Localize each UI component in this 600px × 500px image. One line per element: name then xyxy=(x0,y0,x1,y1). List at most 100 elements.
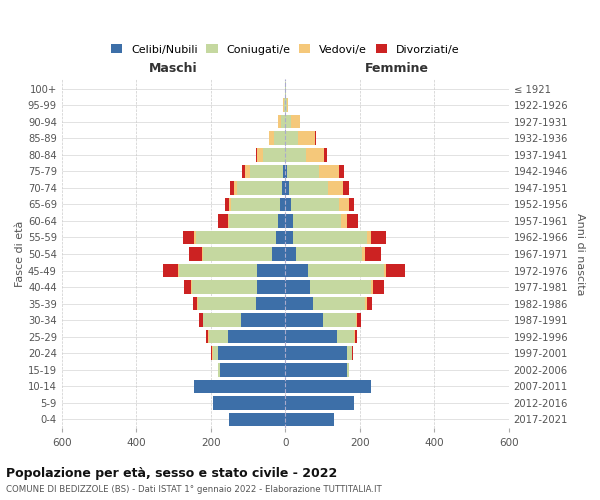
Bar xyxy=(365,297,367,310)
Bar xyxy=(323,314,356,327)
Bar xyxy=(287,164,319,178)
Bar xyxy=(208,330,209,344)
Bar xyxy=(386,264,404,278)
Text: COMUNE DI BEDIZZOLE (BS) - Dati ISTAT 1° gennaio 2022 - Elaborazione TUTTITALIA.: COMUNE DI BEDIZZOLE (BS) - Dati ISTAT 1°… xyxy=(6,486,382,494)
Bar xyxy=(347,214,358,228)
Bar xyxy=(178,264,179,278)
Bar xyxy=(212,346,218,360)
Bar xyxy=(354,330,355,344)
Bar xyxy=(286,280,310,294)
Bar xyxy=(373,280,384,294)
Bar xyxy=(384,264,386,278)
Bar xyxy=(357,314,361,327)
Bar xyxy=(286,396,354,409)
Bar xyxy=(286,164,287,178)
Bar xyxy=(343,181,349,194)
Bar xyxy=(286,98,287,112)
Bar xyxy=(315,132,316,145)
Bar xyxy=(296,247,362,261)
Bar xyxy=(289,181,328,194)
Bar xyxy=(179,264,257,278)
Bar xyxy=(229,214,278,228)
Bar xyxy=(192,280,257,294)
Bar xyxy=(308,264,384,278)
Bar xyxy=(237,181,281,194)
Bar xyxy=(291,115,300,128)
Bar xyxy=(183,230,194,244)
Bar xyxy=(211,346,212,360)
Bar xyxy=(257,264,286,278)
Bar xyxy=(286,230,293,244)
Bar xyxy=(196,230,276,244)
Bar xyxy=(230,181,234,194)
Bar xyxy=(199,314,203,327)
Bar xyxy=(310,280,371,294)
Bar xyxy=(234,181,237,194)
Bar xyxy=(340,164,344,178)
Bar xyxy=(203,314,241,327)
Bar xyxy=(269,132,274,145)
Bar xyxy=(356,314,357,327)
Bar xyxy=(257,148,263,162)
Bar xyxy=(365,247,382,261)
Bar xyxy=(191,280,192,294)
Bar xyxy=(286,264,308,278)
Bar xyxy=(256,297,286,310)
Bar xyxy=(286,148,306,162)
Bar xyxy=(283,98,284,112)
Bar xyxy=(274,132,286,145)
Bar xyxy=(197,297,198,310)
Bar xyxy=(198,297,256,310)
Bar xyxy=(163,264,178,278)
Bar xyxy=(278,115,281,128)
Bar xyxy=(278,214,286,228)
Legend: Celibi/Nubili, Coniugati/e, Vedovi/e, Divorziati/e: Celibi/Nubili, Coniugati/e, Vedovi/e, Di… xyxy=(106,40,464,59)
Bar xyxy=(340,198,349,211)
Bar xyxy=(242,164,245,178)
Bar xyxy=(286,115,291,128)
Text: Maschi: Maschi xyxy=(149,62,198,76)
Bar xyxy=(218,363,220,376)
Bar xyxy=(263,148,286,162)
Bar xyxy=(218,214,227,228)
Bar xyxy=(286,346,347,360)
Bar xyxy=(280,198,286,211)
Bar xyxy=(313,297,365,310)
Bar xyxy=(306,148,325,162)
Bar xyxy=(352,346,353,360)
Bar xyxy=(355,330,357,344)
Bar xyxy=(203,247,272,261)
Bar xyxy=(286,363,347,376)
Bar xyxy=(284,82,286,96)
Bar xyxy=(286,380,371,393)
Bar xyxy=(349,198,354,211)
Bar xyxy=(206,330,208,344)
Bar xyxy=(283,164,286,178)
Bar xyxy=(286,132,298,145)
Bar xyxy=(291,198,340,211)
Bar xyxy=(337,330,354,344)
Bar xyxy=(286,297,313,310)
Bar xyxy=(362,247,365,261)
Y-axis label: Fasce di età: Fasce di età xyxy=(15,221,25,287)
Bar xyxy=(286,198,291,211)
Bar xyxy=(225,198,229,211)
Bar xyxy=(241,314,286,327)
Bar xyxy=(286,181,289,194)
Bar xyxy=(218,346,286,360)
Bar xyxy=(319,164,340,178)
Bar xyxy=(286,412,334,426)
Bar xyxy=(341,214,347,228)
Bar xyxy=(371,280,373,294)
Bar xyxy=(286,247,296,261)
Bar xyxy=(184,280,191,294)
Bar xyxy=(227,330,286,344)
Bar xyxy=(347,346,352,360)
Bar xyxy=(245,164,250,178)
Bar xyxy=(298,132,315,145)
Bar xyxy=(367,297,372,310)
Bar xyxy=(257,280,286,294)
Bar xyxy=(256,148,257,162)
Bar xyxy=(286,314,323,327)
Bar xyxy=(281,115,286,128)
